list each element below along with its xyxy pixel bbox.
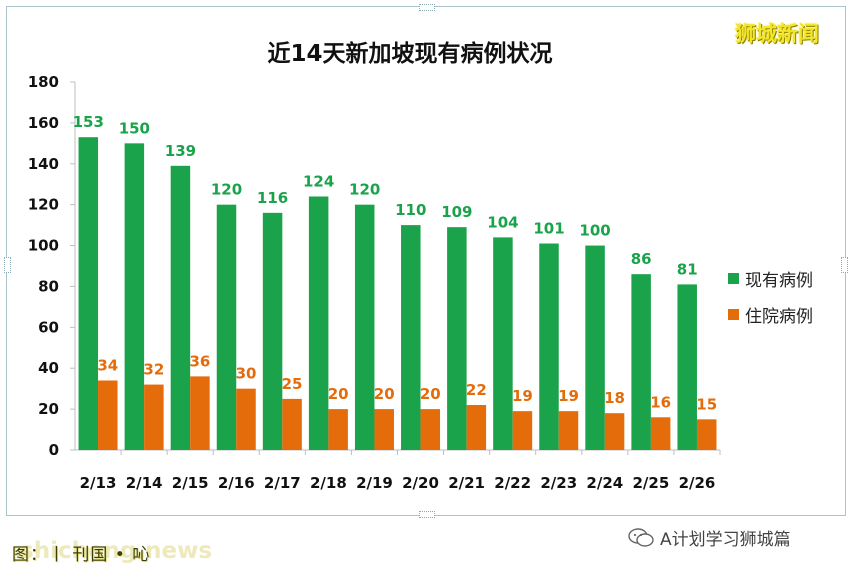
data-label-hospital: 25 <box>282 375 303 393</box>
data-label-current: 104 <box>487 213 518 231</box>
legend-label-current: 现有病例 <box>745 271 813 291</box>
y-tick-label: 120 <box>28 196 59 214</box>
bar-current <box>493 237 513 450</box>
resize-handle-left[interactable] <box>4 257 11 273</box>
y-tick-label: 180 <box>28 73 59 91</box>
bar-current <box>677 284 697 450</box>
y-tick-label: 0 <box>49 441 59 459</box>
bar-hospital <box>98 380 118 450</box>
bar-current <box>354 204 375 450</box>
x-tick-label: 2/13 <box>80 474 117 492</box>
x-tick-label: 2/21 <box>448 474 485 492</box>
x-tick-label: 2/17 <box>264 474 301 492</box>
x-tick-label: 2/18 <box>310 474 347 492</box>
y-tick-label: 60 <box>38 318 59 336</box>
bar-current <box>539 243 559 450</box>
bar-current <box>401 225 421 450</box>
data-label-current: 110 <box>395 201 426 219</box>
data-label-current: 101 <box>533 220 564 238</box>
chart-title: 近14天新加坡现有病例状况 <box>267 41 553 67</box>
resize-handle-top[interactable] <box>419 4 435 11</box>
x-tick-label: 2/15 <box>172 474 209 492</box>
data-label-hospital: 22 <box>466 381 487 399</box>
bar-hospital <box>512 411 533 450</box>
x-tick-label: 2/20 <box>402 474 439 492</box>
legend-swatch-hospital <box>728 309 739 320</box>
data-label-hospital: 15 <box>696 395 717 413</box>
data-label-current: 81 <box>677 260 698 278</box>
bar-hospital <box>466 405 487 450</box>
legend-swatch-current <box>728 273 739 284</box>
bar-current <box>262 212 283 450</box>
bar-hospital <box>604 413 625 450</box>
bar-current <box>308 196 329 450</box>
x-tick-label: 2/19 <box>356 474 393 492</box>
y-tick-label: 80 <box>38 277 59 295</box>
bar-current <box>170 165 191 451</box>
data-label-current: 116 <box>257 189 288 207</box>
x-tick-label: 2/24 <box>586 474 623 492</box>
bar-hospital <box>696 419 717 450</box>
data-label-hospital: 20 <box>374 385 395 403</box>
data-label-hospital: 20 <box>328 385 349 403</box>
data-label-hospital: 19 <box>558 387 579 405</box>
data-label-hospital: 20 <box>420 385 441 403</box>
y-tick-label: 20 <box>38 400 59 418</box>
data-label-current: 86 <box>631 250 652 268</box>
data-label-current: 153 <box>73 113 104 131</box>
y-tick-label: 160 <box>28 114 59 132</box>
data-label-hospital: 30 <box>236 365 257 383</box>
legend-item-hospital: 住院病例 <box>728 302 813 327</box>
bar-current <box>124 143 145 451</box>
site-watermark: shicheng.news <box>20 538 213 564</box>
image-source-caption: 图：丨 刊国 • 吣 <box>12 545 151 565</box>
y-tick-label: 140 <box>28 155 59 173</box>
legend-label-hospital: 住院病例 <box>745 307 813 327</box>
bar-current <box>585 245 605 450</box>
bar-hospital <box>236 388 256 450</box>
bar-hospital <box>558 411 579 450</box>
y-tick-label: 100 <box>28 237 59 255</box>
data-label-current: 120 <box>211 181 242 199</box>
data-label-current: 109 <box>441 203 472 221</box>
bar-hospital <box>144 384 164 450</box>
bar-hospital <box>374 409 394 450</box>
bar-current <box>447 227 467 450</box>
x-tick-label: 2/14 <box>126 474 163 492</box>
data-label-current: 150 <box>119 119 150 137</box>
bar-hospital <box>328 409 348 450</box>
bar-hospital <box>190 376 210 450</box>
x-tick-label: 2/23 <box>540 474 577 492</box>
data-label-hospital: 18 <box>604 389 625 407</box>
legend-item-current: 现有病例 <box>728 266 813 291</box>
wechat-account-name: A计划学习狮城篇 <box>660 530 791 550</box>
bar-hospital <box>420 409 441 450</box>
data-label-hospital: 32 <box>143 361 164 379</box>
x-tick-label: 2/26 <box>679 474 716 492</box>
resize-handle-bottom[interactable] <box>419 511 435 518</box>
bar-current <box>631 274 651 450</box>
data-label-hospital: 36 <box>189 352 210 370</box>
resize-handle-right[interactable] <box>841 257 848 273</box>
bar-hospital <box>282 398 302 450</box>
bar-current <box>216 204 237 450</box>
data-label-current: 124 <box>303 172 334 190</box>
data-label-hospital: 16 <box>650 393 671 411</box>
x-tick-label: 2/22 <box>494 474 531 492</box>
y-tick-label: 40 <box>38 359 59 377</box>
x-tick-label: 2/16 <box>218 474 255 492</box>
bar-current <box>78 137 99 450</box>
data-label-hospital: 19 <box>512 387 533 405</box>
data-label-current: 120 <box>349 181 380 199</box>
data-label-current: 139 <box>165 142 196 160</box>
wechat-account-label: A计划学习狮城篇 <box>628 525 791 550</box>
wechat-icon <box>628 527 654 547</box>
brand-logo-text: 狮城新闻 <box>735 22 819 46</box>
data-label-hospital: 34 <box>97 356 118 374</box>
bar-hospital <box>650 417 671 450</box>
x-tick-label: 2/25 <box>632 474 669 492</box>
data-label-current: 100 <box>579 222 610 240</box>
